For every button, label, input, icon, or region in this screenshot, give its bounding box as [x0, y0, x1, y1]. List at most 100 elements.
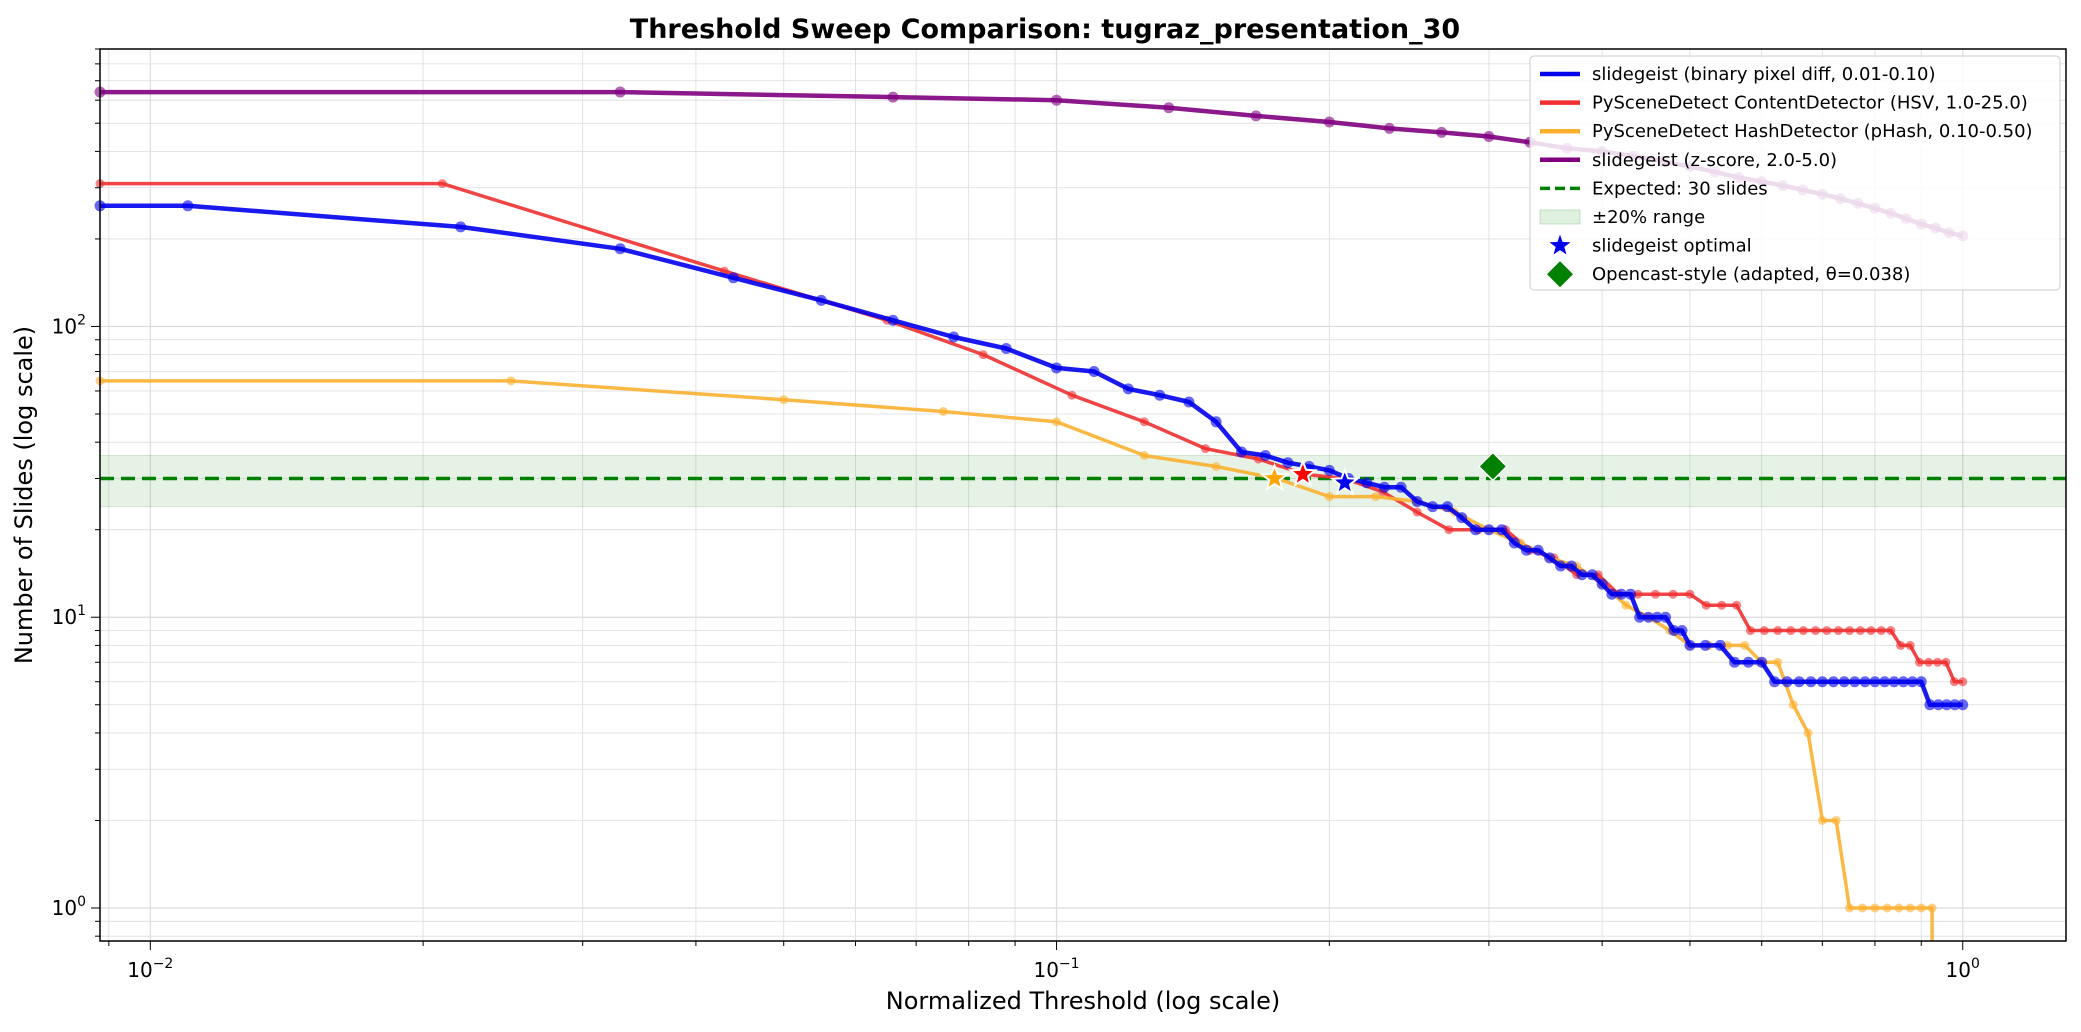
data-point: [614, 86, 626, 98]
data-point: [948, 331, 960, 343]
data-point: [1496, 524, 1508, 536]
expected-range-band: [99, 454, 2067, 508]
data-point: [1000, 342, 1012, 354]
data-point: [1520, 544, 1532, 556]
data-point: [1833, 626, 1843, 636]
data-point: [1701, 600, 1711, 610]
data-point: [1282, 457, 1294, 469]
data-point: [1803, 728, 1813, 738]
legend-swatch-star: [1549, 234, 1571, 255]
data-point: [1888, 676, 1900, 688]
data-point: [182, 200, 194, 212]
data-point: [1717, 600, 1727, 610]
data-point: [1894, 903, 1904, 913]
data-point: [1576, 569, 1588, 581]
data-point: [1456, 512, 1468, 524]
data-point: [1323, 116, 1335, 128]
data-point: [1668, 625, 1680, 637]
data-point: [1906, 676, 1918, 688]
data-point: [1122, 383, 1134, 395]
y-axis-label: Number of Slides (log scale): [10, 326, 38, 664]
legend: slidegeist (binary pixel diff, 0.01-0.10…: [1529, 55, 2061, 291]
legend-box: [1529, 55, 2061, 291]
data-point: [887, 314, 899, 326]
data-point: [1896, 640, 1906, 650]
data-point: [1915, 676, 1927, 688]
data-point: [1811, 626, 1821, 636]
data-point: [1941, 699, 1953, 711]
legend-entry: slidegeist (binary pixel diff, 0.01-0.10…: [1540, 64, 1935, 85]
data-point: [1411, 496, 1423, 508]
data-point: [1625, 588, 1637, 600]
legend-label: PySceneDetect HashDetector (pHash, 0.10-…: [1592, 121, 2033, 142]
legend-entry: slidegeist optimal: [1549, 234, 1752, 257]
data-point: [1236, 446, 1248, 458]
data-point: [1441, 501, 1453, 513]
legend-label: Opencast-style (adapted, θ=0.038): [1592, 264, 1910, 285]
data-point: [1732, 600, 1742, 610]
data-point: [437, 179, 447, 189]
data-point: [1634, 611, 1646, 623]
data-point: [1052, 417, 1062, 427]
data-point: [887, 91, 899, 103]
data-point: [1361, 477, 1373, 489]
data-point: [1154, 389, 1166, 401]
data-point: [1831, 815, 1841, 825]
data-point: [1324, 492, 1334, 502]
data-point: [1650, 589, 1660, 599]
data-point: [1827, 676, 1839, 688]
legend-entry: PySceneDetect ContentDetector (HSV, 1.0-…: [1540, 93, 2028, 114]
data-point: [1250, 110, 1262, 122]
legend-label: slidegeist (binary pixel diff, 0.01-0.10…: [1592, 64, 1935, 85]
data-point: [1817, 815, 1827, 825]
legend-entry: slidegeist (z-score, 2.0-5.0): [1540, 150, 1837, 171]
data-point: [1759, 626, 1769, 636]
data-point: [1773, 657, 1783, 667]
data-point: [1139, 450, 1149, 460]
marker-layer: [1259, 451, 1508, 496]
data-point: [1642, 611, 1654, 623]
data-point: [938, 406, 948, 416]
optimal-star-marker: [1329, 466, 1360, 496]
legend-label: ±20% range: [1592, 207, 1705, 228]
data-point: [1483, 524, 1495, 536]
opencast-diamond-marker: [1477, 451, 1508, 482]
data-point: [1586, 569, 1598, 581]
data-point: [1621, 600, 1631, 610]
y-tick-label: 102: [52, 312, 86, 338]
data-point: [1436, 126, 1448, 138]
data-point: [1210, 416, 1222, 428]
data-point: [1200, 444, 1210, 454]
legend-label: slidegeist (z-score, 2.0-5.0): [1592, 150, 1837, 171]
data-point: [1882, 903, 1892, 913]
data-point: [779, 395, 789, 405]
data-point: [1838, 676, 1850, 688]
legend-swatch-patch: [1539, 209, 1581, 225]
x-tick-label: 100: [1946, 956, 1980, 982]
data-point: [1924, 699, 1936, 711]
data-point: [1395, 481, 1407, 493]
data-point: [1699, 639, 1711, 651]
data-point: [1866, 626, 1876, 636]
data-point: [1470, 524, 1482, 536]
data-point: [1949, 699, 1961, 711]
data-point: [1544, 552, 1556, 564]
reference-band: [99, 454, 2067, 508]
data-point: [1879, 676, 1891, 688]
data-point: [1444, 525, 1454, 535]
data-point: [1183, 396, 1195, 408]
data-point: [1845, 626, 1855, 636]
legend-entry: ±20% range: [1539, 207, 1705, 228]
optimal-star-marker: [1287, 458, 1318, 488]
data-point: [1849, 676, 1861, 688]
data-point: [1532, 544, 1544, 556]
data-point: [1668, 589, 1678, 599]
data-point: [1051, 362, 1063, 374]
x-axis-label: Normalized Threshold (log scale): [886, 987, 1280, 1015]
data-point: [1958, 677, 1968, 687]
axis-ticks: 10−2 10−1 100 100 101 102: [52, 48, 1980, 982]
data-point: [1676, 625, 1688, 637]
data-point: [815, 294, 827, 306]
